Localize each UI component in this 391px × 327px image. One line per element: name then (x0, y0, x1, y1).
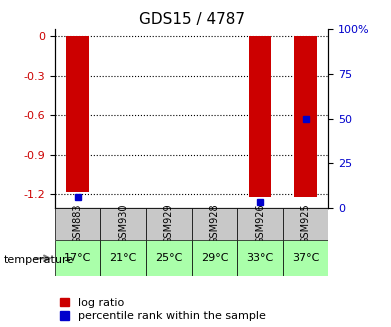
Text: GSM929: GSM929 (164, 204, 174, 244)
Bar (100, 240, 146, 276)
Text: GSM930: GSM930 (118, 204, 128, 244)
Text: temperature: temperature (4, 255, 74, 265)
Legend: log ratio, percentile rank within the sample: log ratio, percentile rank within the sa… (60, 298, 266, 321)
Text: 17°C: 17°C (64, 253, 91, 263)
Text: GSM883: GSM883 (73, 204, 83, 244)
Bar (237, 240, 283, 276)
Text: 33°C: 33°C (246, 253, 274, 263)
Text: 25°C: 25°C (155, 253, 183, 263)
Bar (192, 208, 237, 240)
Bar (100, 208, 146, 240)
Bar (192, 240, 237, 276)
Title: GDS15 / 4787: GDS15 / 4787 (138, 12, 245, 27)
Bar (249, 36, 271, 197)
Bar (237, 208, 283, 240)
Bar (55, 208, 100, 240)
Bar (294, 36, 317, 197)
Bar (283, 208, 328, 240)
Text: 37°C: 37°C (292, 253, 319, 263)
Bar (146, 208, 192, 240)
Text: 29°C: 29°C (201, 253, 228, 263)
Bar (146, 240, 192, 276)
Text: GSM928: GSM928 (210, 204, 219, 244)
Text: GSM925: GSM925 (301, 204, 310, 244)
Bar (66, 36, 89, 192)
Bar (283, 240, 328, 276)
Text: 21°C: 21°C (109, 253, 137, 263)
Text: GSM926: GSM926 (255, 204, 265, 244)
Bar (55, 240, 100, 276)
